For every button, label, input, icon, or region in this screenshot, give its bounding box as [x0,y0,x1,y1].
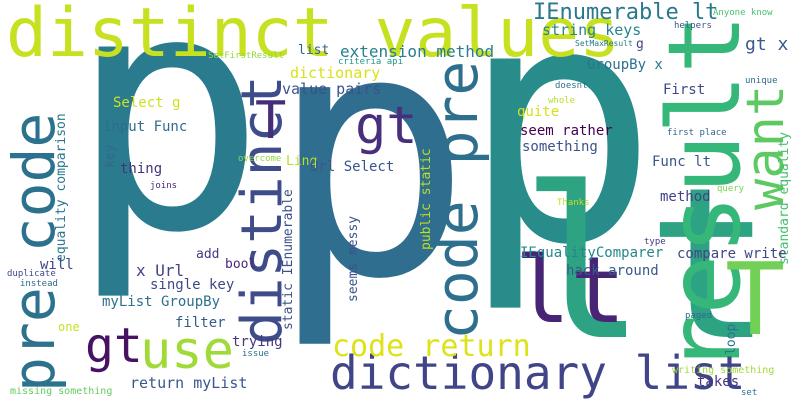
word: T [725,241,786,358]
word: single key [150,277,235,293]
word: IEqualityComparer [520,245,664,261]
word: takes [697,374,740,390]
word: loop [724,323,739,355]
word: lt [520,142,773,387]
word: distinct values [6,0,621,73]
word: static IEnumerable [281,189,296,330]
word: string keys [542,21,642,39]
word: paged [685,311,713,321]
word: Select g [113,95,181,111]
word: list [298,43,330,58]
word: writing something [672,365,775,376]
word: gt [85,318,143,374]
word: x Url [136,261,185,280]
word: key [103,144,118,168]
word: Anyone know [713,8,773,18]
word: value pairs [282,80,382,98]
word: code return [332,329,531,364]
word: gt [355,96,418,156]
word: public static [419,148,434,250]
word: myList GroupBy [102,294,221,310]
word: SetFirstResult [208,51,284,61]
word: filter [175,315,226,331]
word: First [663,82,706,98]
word: compare write [677,246,787,262]
word: first place [667,128,727,138]
word: will [40,257,74,273]
word: doesnt [555,81,588,91]
word: type [644,237,666,247]
word: bool [225,257,257,272]
word: helpers [674,21,712,31]
word: joins [150,181,178,191]
word: IEnumerable lt [533,0,719,25]
word: Url Select [310,159,395,175]
word: dictionary list [330,346,746,400]
word: whole [548,96,576,106]
word: p [268,0,473,354]
word: SetMaxResult [575,39,633,48]
word: unique [745,76,778,86]
word: set [741,388,758,398]
word: Thanks [557,198,590,208]
word: thing [120,161,163,177]
word: equality comparison [54,113,69,262]
word: input Func [103,119,188,135]
word: g [636,37,644,52]
word: hack around [566,263,659,279]
word: something [522,139,598,155]
word: seems messy [346,215,361,302]
word: seem rather [520,123,613,139]
word: code pre [423,60,491,340]
word: dictionary [290,64,381,82]
word: return myList [130,374,248,392]
word: trying [232,334,283,350]
word: method [660,189,711,205]
word: use [140,321,234,381]
word: quite [517,104,560,120]
word: T [255,91,287,151]
word: issue [242,349,270,359]
word: duplicate [7,269,56,279]
word: lt [515,237,626,344]
word: add [196,247,220,262]
word: Func lt [652,154,712,170]
word: overcome [238,154,282,164]
word: Linq [286,154,318,169]
word: query [717,184,745,194]
word: criteria api [338,57,404,67]
word: instead [20,279,58,289]
word: p [460,0,659,317]
word: extension method [340,42,495,61]
word: one [58,320,80,334]
word: gt x [745,34,789,55]
word: missing something [10,386,113,397]
word: p [68,0,267,305]
word: GroupBy x [587,57,663,73]
